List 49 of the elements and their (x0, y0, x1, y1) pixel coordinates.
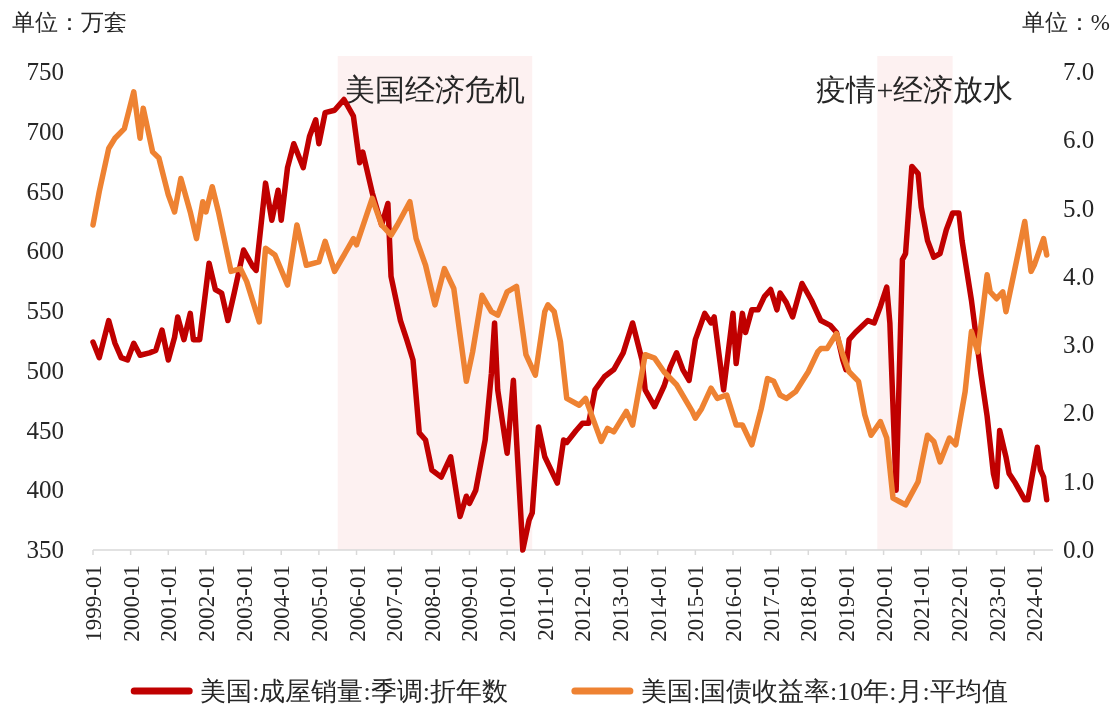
x-tick-label: 2019-01 (833, 565, 859, 642)
x-tick-label: 2008-01 (419, 565, 445, 642)
y-tick-label: 500 (26, 356, 64, 384)
x-tick-label: 2016-01 (721, 565, 746, 642)
x-tick-label: 2006-01 (344, 565, 370, 642)
x-tick-label: 2002-01 (193, 565, 219, 642)
x-tick-label: 2021-01 (909, 565, 935, 642)
x-tick-label: 2003-01 (231, 565, 257, 642)
y-tick-label: 700 (26, 117, 64, 145)
band-label: 疫情+经济放水 (816, 73, 1014, 106)
x-tick-label: 2013-01 (608, 565, 634, 642)
x-tick-label: 2023-01 (984, 565, 1010, 642)
y-tick-label: 650 (26, 177, 64, 205)
x-tick-label: 2000-01 (118, 565, 144, 642)
y2-tick-label: 0.0 (1063, 536, 1095, 563)
x-tick-label: 2014-01 (645, 565, 671, 642)
y-axis-title: 单位：万套 (12, 10, 127, 35)
x-tick-label: 2001-01 (156, 565, 182, 642)
x-tick-label: 2010-01 (495, 565, 521, 642)
y2-tick-label: 4.0 (1063, 262, 1095, 290)
y2-tick-label: 7.0 (1063, 58, 1095, 85)
x-tick-label: 2020-01 (871, 565, 897, 642)
x-tick-label: 2012-01 (570, 565, 596, 642)
x-tick-label: 2022-01 (946, 565, 972, 642)
y-tick-label: 750 (26, 58, 64, 85)
x-tick-label: 1999-01 (81, 565, 106, 642)
x-tick-label: 2009-01 (457, 565, 483, 642)
x-tick-label: 2015-01 (683, 565, 709, 642)
legend-label: 美国:成屋销量:季调:折年数 (200, 677, 508, 706)
y2-tick-label: 5.0 (1063, 194, 1095, 222)
y-tick-label: 450 (26, 416, 64, 444)
band-label: 美国经济危机 (344, 73, 525, 106)
y2-tick-label: 6.0 (1063, 126, 1095, 154)
y2-axis-title: 单位：% (1021, 10, 1110, 35)
x-tick-label: 2007-01 (382, 565, 408, 642)
legend-label: 美国:国债收益率:10年:月:平均值 (640, 677, 1008, 706)
x-tick-label: 2011-01 (532, 565, 558, 641)
x-tick-label: 2017-01 (758, 565, 784, 642)
x-tick-label: 2004-01 (269, 565, 295, 642)
x-tick-label: 2018-01 (796, 565, 822, 642)
y2-tick-label: 2.0 (1063, 399, 1095, 427)
x-tick-label: 2024-01 (1022, 565, 1048, 642)
y-tick-label: 400 (26, 476, 64, 504)
y2-tick-label: 1.0 (1063, 467, 1095, 495)
y-tick-label: 550 (26, 297, 64, 324)
y-tick-label: 600 (26, 237, 64, 265)
x-tick-label: 2005-01 (306, 565, 332, 642)
y-tick-label: 350 (26, 536, 64, 563)
y2-tick-label: 3.0 (1063, 331, 1095, 359)
